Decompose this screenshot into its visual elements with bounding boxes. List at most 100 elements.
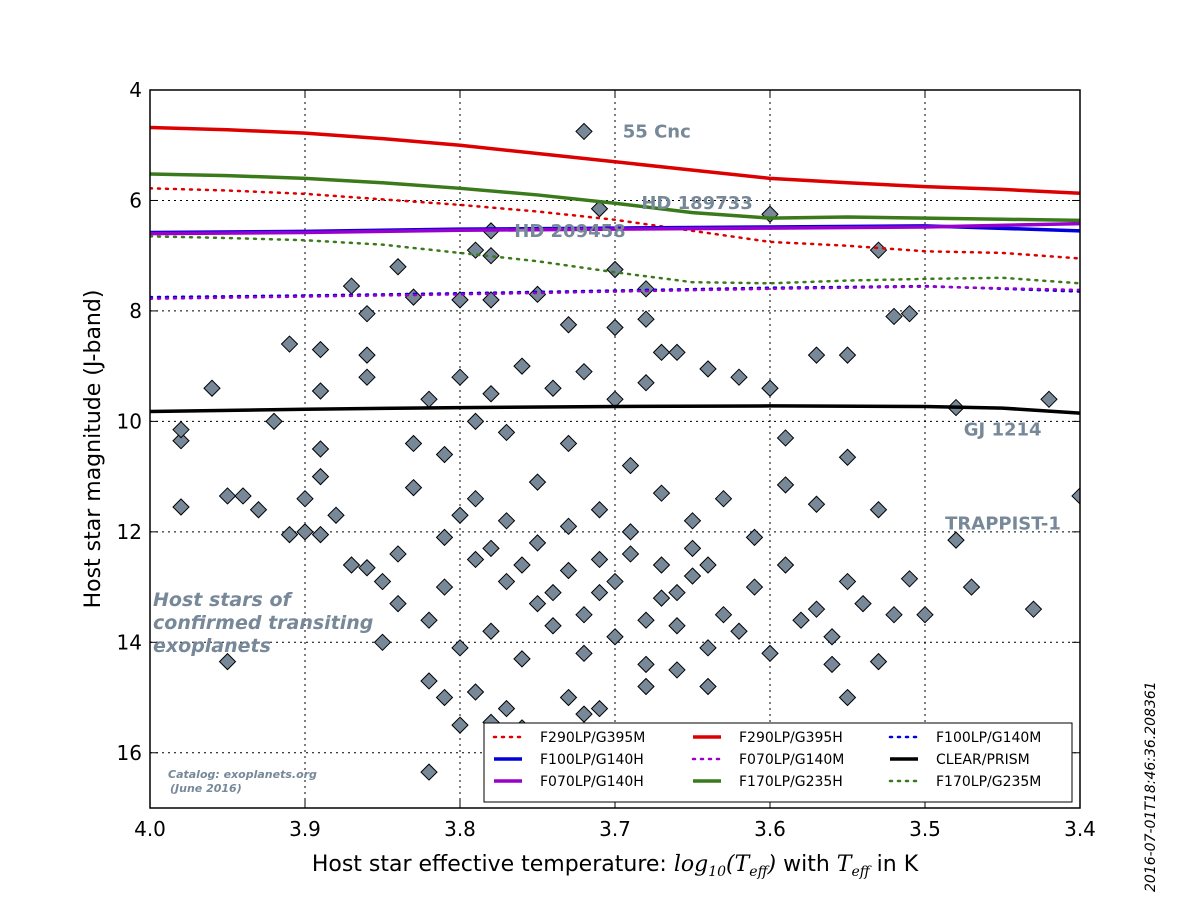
- data-point: [714, 490, 733, 508]
- data-point: [451, 716, 469, 734]
- data-point: [497, 512, 516, 530]
- data-point: [699, 556, 717, 574]
- data-point: [838, 572, 857, 591]
- data-point: [823, 655, 841, 674]
- series-line-clear-prism: [150, 404, 1080, 415]
- data-point: [776, 429, 795, 447]
- x-tick-label: 3.6: [754, 817, 786, 841]
- data-point: [869, 501, 888, 519]
- x-tick-label: 3.8: [444, 817, 476, 841]
- series-line-f070lp-g140m: [150, 285, 1080, 301]
- data-point: [528, 594, 547, 613]
- data-point: [559, 316, 578, 334]
- data-point: [420, 611, 438, 629]
- y-tick-label: 14: [117, 630, 142, 654]
- legend-label: F070LP/G140M: [739, 752, 844, 768]
- data-point: [249, 501, 268, 519]
- legend-label: F170LP/G235M: [936, 774, 1041, 790]
- data-point: [637, 310, 655, 328]
- data-point: [714, 605, 733, 624]
- data-point: [652, 484, 671, 502]
- data-point: [466, 550, 485, 569]
- x-tick-label: 3.9: [289, 817, 321, 841]
- annotations: 55 Cnc HD 189733 HD 209458 GJ 1214 TRAPPIST-…: [514, 121, 1061, 534]
- series-line-f290lp-g395m: [150, 187, 1080, 260]
- y-tick-label: 12: [117, 520, 142, 544]
- data-point: [513, 357, 531, 375]
- data-point: [699, 360, 717, 378]
- legend-label: F290LP/G395M: [540, 730, 645, 746]
- annotation-hd-209458: HD 209458: [514, 221, 625, 242]
- x-tick-label: 3.4: [1064, 817, 1096, 841]
- data-point: [482, 385, 500, 403]
- data-point: [962, 578, 981, 596]
- data-point: [668, 343, 686, 362]
- x-tick-label: 3.7: [599, 817, 631, 841]
- data-point: [699, 639, 717, 657]
- data-point: [528, 473, 547, 491]
- data-point: [590, 583, 609, 602]
- series-line-f170lp-g235h: [150, 172, 1080, 223]
- host-label-line-3: exoplanets: [153, 635, 271, 657]
- annotation-55-cnc: 55 Cnc: [623, 121, 691, 142]
- data-point: [482, 246, 500, 265]
- data-point: [389, 594, 407, 613]
- data-point: [389, 258, 407, 276]
- data-point: [590, 699, 609, 718]
- data-point: [544, 379, 562, 397]
- legend-label: F070LP/G140H: [540, 774, 644, 790]
- data-point: [683, 539, 702, 558]
- data-point: [807, 600, 826, 618]
- data-point: [482, 291, 500, 309]
- x-tick-label: 3.5: [909, 817, 941, 841]
- data-point: [358, 346, 376, 364]
- data-point: [280, 525, 299, 544]
- data-point: [900, 304, 919, 323]
- data-point: [1071, 487, 1080, 505]
- data-point: [683, 512, 702, 530]
- y-tick-label: 4: [129, 78, 142, 102]
- data-point: [358, 304, 376, 323]
- legend-label: F170LP/G235H: [739, 774, 843, 790]
- data-point: [838, 448, 857, 466]
- data-point: [575, 362, 593, 381]
- data-point: [451, 368, 469, 386]
- data-point: [218, 487, 237, 505]
- data-point: [311, 525, 330, 544]
- data-point: [1024, 600, 1043, 618]
- data-point: [497, 423, 516, 442]
- data-point: [606, 318, 624, 337]
- y-tick-label: 10: [117, 409, 142, 433]
- data-point: [451, 506, 469, 524]
- data-point: [621, 545, 640, 563]
- data-point: [358, 559, 376, 577]
- data-point: [730, 622, 748, 640]
- series-line-f070lp-g140h: [150, 221, 1080, 236]
- legend-box: [483, 722, 1073, 803]
- data-point: [652, 343, 671, 362]
- data-point: [1040, 390, 1058, 408]
- data-point: [451, 291, 469, 309]
- data-point: [451, 639, 469, 657]
- data-point: [203, 379, 221, 397]
- data-point: [807, 346, 826, 364]
- data-point: [947, 531, 965, 549]
- data-point: [559, 688, 578, 707]
- legend-label: F100LP/G140M: [936, 730, 1041, 746]
- data-point: [373, 572, 392, 591]
- data-point: [637, 374, 655, 392]
- data-point: [776, 556, 795, 574]
- data-point: [559, 517, 578, 536]
- data-point: [466, 412, 485, 431]
- data-point: [172, 420, 190, 439]
- data-point: [683, 567, 702, 585]
- data-point: [311, 382, 330, 400]
- data-point: [606, 260, 624, 279]
- data-point: [358, 368, 376, 386]
- data-point: [311, 340, 330, 359]
- data-point: [296, 490, 314, 508]
- data-point: [466, 683, 485, 701]
- data-point: [420, 672, 438, 690]
- timestamp: 2016-07-01T18:46:36.208361: [1143, 681, 1159, 892]
- data-point: [544, 583, 562, 602]
